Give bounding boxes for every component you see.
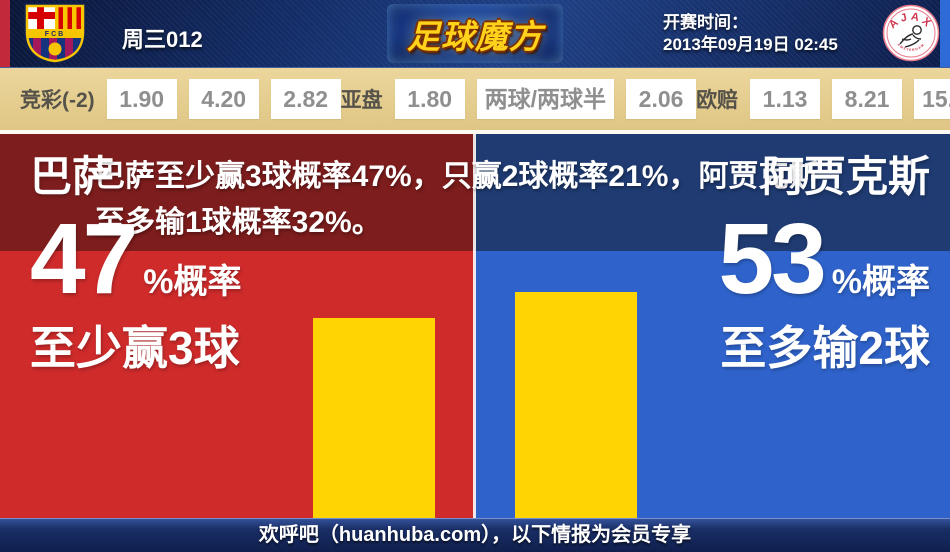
barcelona-outcome: 至少赢3球 bbox=[30, 322, 240, 374]
barcelona-percent-value: 47 bbox=[30, 203, 138, 315]
asian-home-odds: 1.80 bbox=[394, 79, 465, 119]
european-away-odds: 15.61 bbox=[914, 79, 950, 119]
odds-group-jingcai: 竞彩(-2) 1.90 4.20 2.82 bbox=[20, 79, 341, 119]
probability-bar-barcelona bbox=[313, 318, 435, 518]
match-code: 周三012 bbox=[122, 27, 203, 52]
ajax-percent-label: %概率 bbox=[831, 263, 930, 301]
ajax-logo: AJAX AMSTERDAM bbox=[882, 4, 940, 67]
probability-comparison: 巴萨至少赢3球概率47%，只赢2球概率21%，阿贾克斯 至多输1球概率32%。 … bbox=[0, 134, 950, 518]
asian-away-odds: 2.06 bbox=[626, 79, 697, 119]
barcelona-team-name: 巴萨 bbox=[30, 153, 115, 200]
kickoff-datetime: 2013年09月19日 02:45 bbox=[663, 35, 838, 54]
jingcai-away-odds: 2.82 bbox=[270, 79, 341, 119]
fcb-crest-icon: FCB bbox=[24, 3, 86, 65]
separator-line bbox=[0, 130, 950, 134]
odds-bar: 竞彩(-2) 1.90 4.20 2.82 亚盘 1.80 两球/两球半 2.0… bbox=[0, 68, 950, 130]
ajax-dark-band bbox=[475, 134, 950, 251]
european-draw-odds: 8.21 bbox=[832, 79, 903, 119]
ajax-figure-art bbox=[899, 25, 922, 48]
ajax-percent-value: 53 bbox=[718, 203, 827, 315]
barcelona-percent-row: 47 %概率 bbox=[30, 203, 242, 315]
summary-text: 巴萨至少赢3球概率47%，只赢2球概率21%，阿贾克斯 至多输1球概率32%。 bbox=[95, 154, 865, 246]
asian-handicap-line: 两球/两球半 bbox=[476, 79, 615, 119]
barcelona-logo: FCB bbox=[24, 3, 86, 68]
ajax-crest-icon: AJAX AMSTERDAM bbox=[882, 4, 940, 62]
barcelona-dark-band bbox=[0, 134, 475, 251]
kickoff-time-block: 开赛时间： 2013年09月19日 02:45 bbox=[663, 12, 838, 56]
fcb-crest-text: FCB bbox=[45, 31, 65, 38]
ajax-stats: 阿贾克斯 53 %概率 至多输2球 bbox=[718, 153, 930, 374]
right-edge-stripe bbox=[940, 0, 950, 67]
left-edge-stripe bbox=[0, 0, 10, 67]
header: FCB 周三012 足球魔方 开赛时间： 2013年09月19日 02:45 bbox=[0, 0, 950, 68]
odds-group-asian-handicap: 亚盘 1.80 两球/两球半 2.06 bbox=[340, 79, 697, 119]
summary-line-1: 巴萨至少赢3球概率47%，只赢2球概率21%，阿贾克斯 bbox=[95, 160, 819, 193]
european-odds-label: 欧赔 bbox=[696, 89, 739, 112]
jingcai-home-odds: 1.90 bbox=[106, 79, 177, 119]
barcelona-stats: 巴萨 47 %概率 至少赢3球 bbox=[30, 153, 242, 374]
ajax-outcome: 至多输2球 bbox=[720, 322, 930, 374]
european-home-odds: 1.13 bbox=[750, 79, 821, 119]
panel-divider bbox=[473, 134, 476, 518]
summary-line-2: 至多输1球概率32%。 bbox=[95, 206, 382, 239]
ajax-percent-row: 53 %概率 bbox=[718, 203, 930, 315]
site-logo: 足球魔方 bbox=[387, 4, 563, 63]
site-logo-text: 足球魔方 bbox=[407, 17, 543, 55]
jingcai-draw-odds: 4.20 bbox=[188, 79, 259, 119]
ajax-team-name: 阿贾克斯 bbox=[761, 153, 930, 200]
odds-group-european: 欧赔 1.13 8.21 15.61 bbox=[696, 79, 950, 119]
kickoff-label: 开赛时间： bbox=[663, 13, 748, 32]
jingcai-label: 竞彩(-2) bbox=[20, 89, 95, 112]
barcelona-percent-label: %概率 bbox=[143, 263, 242, 301]
footer-banner: 欢呼吧（huanhuba.com），以下情报为会员专享 bbox=[0, 518, 950, 552]
probability-bar-ajax bbox=[515, 292, 637, 518]
asian-handicap-label: 亚盘 bbox=[340, 89, 383, 112]
